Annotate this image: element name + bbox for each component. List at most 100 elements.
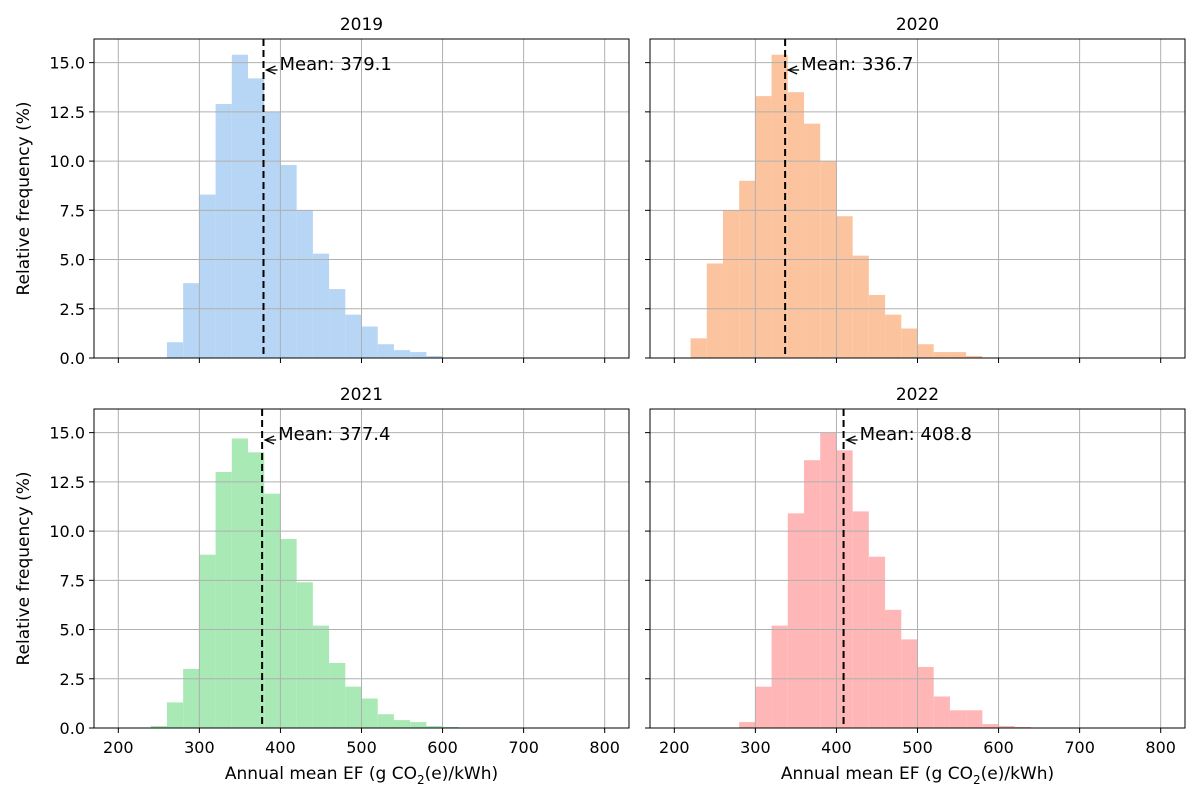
histogram-bar	[917, 344, 934, 358]
histogram-bar	[231, 54, 249, 358]
x-tick-label: 700	[508, 738, 539, 757]
histogram-bar	[296, 582, 313, 728]
bars	[166, 54, 443, 358]
histogram-bar	[706, 263, 723, 358]
histogram-bar	[248, 452, 265, 728]
histogram-bar	[280, 538, 297, 728]
histogram-bar	[248, 78, 265, 358]
grid	[94, 39, 629, 359]
y-tick-label: 5.0	[60, 251, 85, 270]
histogram-bar	[771, 54, 788, 358]
y-tick-label: 12.5	[49, 473, 85, 492]
histogram-bar	[215, 103, 232, 358]
histogram-bar	[901, 328, 918, 358]
x-tick-label: 300	[740, 738, 771, 757]
x-tick-label: 400	[821, 738, 852, 757]
x-tick-label: 800	[1145, 738, 1176, 757]
histogram-bar	[868, 556, 886, 728]
y-tick-label: 0.0	[60, 349, 85, 368]
x-tick-label: 500	[902, 738, 933, 757]
grid	[94, 409, 629, 729]
histogram-bar	[329, 289, 346, 358]
histogram-bar	[998, 726, 1015, 728]
histogram-bar	[361, 698, 378, 728]
histogram-bar	[804, 123, 821, 358]
mean-label: Mean: 377.4	[278, 424, 390, 445]
x-tick-label: 600	[427, 738, 458, 757]
panel-2019: 0.0 2.5 5.0 7.5 10.0 12.5 15.0 2019 Mean: 379.1 R…	[14, 15, 630, 368]
histogram-bar	[917, 666, 934, 728]
histogram-bar	[426, 726, 443, 728]
y-tick-label: 12.5	[49, 103, 85, 122]
histogram-bar	[739, 180, 756, 358]
histogram-bar	[949, 710, 967, 728]
bars	[150, 438, 459, 728]
y-tick-label: 7.5	[60, 571, 85, 590]
x-axis-label: Annual mean EF (g CO2(e)/kWh)	[781, 764, 1054, 787]
histogram-bar	[410, 352, 427, 358]
histogram-bar	[150, 726, 167, 728]
histogram-bar	[966, 356, 983, 358]
histogram-bar	[231, 438, 249, 728]
histogram-bar	[345, 314, 362, 358]
mean-arrow-icon	[786, 65, 798, 75]
histogram-bar	[199, 194, 216, 358]
y-tick-label: 15.0	[49, 54, 85, 73]
histogram-bar	[949, 352, 967, 358]
x-tick-label: 300	[184, 738, 215, 757]
histogram-bar	[264, 493, 281, 728]
mean-label: Mean: 408.8	[860, 424, 972, 445]
histogram-bar	[690, 338, 707, 358]
histogram-bar	[836, 216, 853, 358]
histogram-bar	[410, 722, 427, 728]
histogram-bar	[345, 686, 362, 728]
histogram-bar	[868, 294, 886, 358]
y-tick-label: 15.0	[49, 424, 85, 443]
panel-title: 2020	[896, 15, 939, 35]
y-tick-label: 10.0	[49, 152, 85, 171]
histogram-bar	[215, 472, 232, 728]
x-tick-label: 800	[589, 738, 620, 757]
histogram-bar	[166, 702, 184, 728]
x-tick-label: 200	[659, 738, 690, 757]
histogram-bar	[264, 111, 281, 358]
x-tick-label: 400	[265, 738, 296, 757]
y-tick-label: 7.5	[60, 201, 85, 220]
panel-2022: 200 300 400 500 600 700 800 2022 Mean: 408.8 Annu…	[645, 385, 1186, 787]
histogram-bar	[739, 722, 756, 728]
grid	[650, 39, 1185, 359]
x-axis-label: Annual mean EF (g CO2(e)/kWh)	[225, 764, 498, 787]
histogram-bar	[885, 314, 902, 358]
histogram-bar	[183, 283, 200, 358]
x-tick-label: 500	[346, 738, 377, 757]
histogram-bar	[722, 210, 740, 358]
histogram-bar	[852, 511, 869, 728]
histogram-bar	[755, 686, 772, 728]
histogram-bar	[312, 625, 330, 728]
histogram-bar	[755, 96, 772, 358]
x-tick-label: 700	[1064, 738, 1095, 757]
mean-label: Mean: 336.7	[801, 54, 913, 75]
histogram-bar	[804, 460, 821, 728]
panel-title: 2022	[896, 385, 939, 405]
histogram-bar	[901, 639, 918, 728]
y-axis-label: Relative frequency (%)	[14, 101, 34, 295]
y-tick-label: 2.5	[60, 670, 85, 689]
panel-title: 2019	[340, 15, 383, 35]
histogram-bar	[361, 326, 378, 358]
histogram-bar	[426, 356, 443, 358]
histogram-bar	[183, 668, 200, 728]
histogram-bar	[885, 609, 902, 728]
histogram-bar	[312, 253, 330, 358]
histogram-bar	[982, 724, 999, 728]
histogram-bar	[787, 513, 805, 728]
y-axis-label: Relative frequency (%)	[14, 471, 34, 665]
x-tick-label: 200	[103, 738, 134, 757]
histogram-bar	[933, 352, 950, 358]
y-tick-label: 10.0	[49, 522, 85, 541]
histogram-bar	[377, 344, 394, 358]
panel-2021: 200 300 400 500 600 700 800 0.0 2.5 5.0 7.5 10.0 12.…	[14, 385, 630, 787]
y-tick-label: 0.0	[60, 719, 85, 738]
histogram-bar	[852, 255, 869, 358]
